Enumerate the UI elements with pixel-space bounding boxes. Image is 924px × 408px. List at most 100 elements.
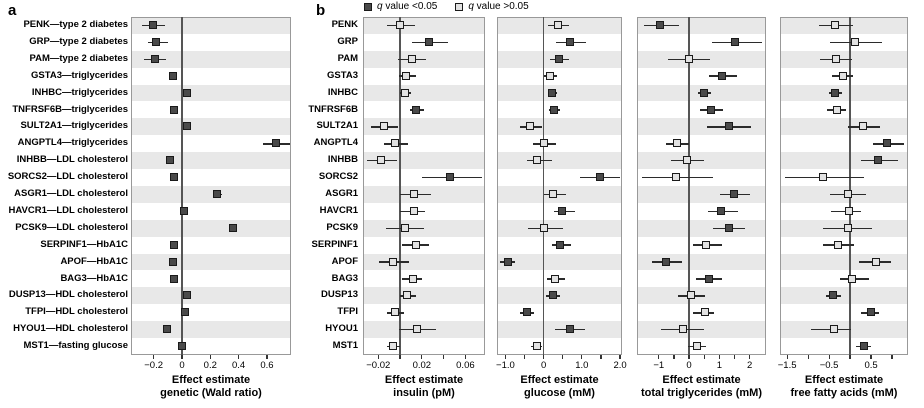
plot-frame: [637, 17, 766, 355]
x-tick-label: 0.02: [412, 360, 432, 371]
x-tick-label: 0.2: [203, 360, 217, 371]
forest-point: [183, 122, 192, 131]
x-tick-label: 1.0: [575, 360, 589, 371]
not-significant-swatch-icon: [455, 3, 464, 11]
row-stripe: [780, 84, 908, 102]
forest-point: [549, 105, 558, 114]
row-stripe: [363, 17, 485, 34]
forest-point: [828, 291, 837, 300]
forest-point: [377, 156, 386, 165]
forest-point: [545, 71, 554, 80]
x-tick: [703, 355, 705, 359]
forest-point: [819, 173, 828, 182]
forest-point: [831, 54, 840, 63]
forest-point: [169, 71, 178, 80]
x-tick: [543, 355, 545, 359]
x-tick-label: −1.5: [777, 360, 797, 371]
forest-point: [717, 71, 726, 80]
forest-point: [272, 139, 281, 148]
row-label: INHBB—LDL cholesterol: [16, 154, 128, 166]
x-tick: [581, 355, 583, 359]
legend-item-not-significant: q value >0.05: [455, 1, 529, 13]
x-tick: [828, 355, 830, 359]
x-tick-label: −0.02: [366, 360, 391, 371]
row-stripe: [363, 84, 485, 102]
row-label: INHBB: [327, 154, 358, 166]
x-tick: [209, 355, 211, 359]
forest-point: [163, 325, 172, 334]
legend-text-significant: value <0.05: [382, 1, 438, 12]
forest-point: [170, 240, 179, 249]
row-label: HAVCR1: [319, 204, 358, 216]
forest-point: [169, 257, 178, 266]
row-label: ANGPTL4: [313, 137, 358, 149]
forest-point: [540, 223, 548, 232]
x-axis-title: insulin (pM): [393, 387, 455, 399]
forest-point: [872, 257, 881, 266]
x-tick: [266, 355, 268, 359]
forest-point: [655, 21, 664, 30]
row-stripe: [131, 287, 291, 305]
x-tick: [891, 355, 893, 359]
forest-point: [425, 37, 434, 46]
row-stripe: [131, 84, 291, 102]
x-tick: [718, 355, 720, 359]
forest-point: [595, 173, 604, 182]
row-label: ANGPTL4—triglycerides: [17, 137, 128, 149]
row-stripe: [363, 152, 485, 170]
forest-point: [212, 190, 221, 199]
x-tick: [443, 355, 445, 359]
forest-point: [699, 88, 708, 97]
forest-point: [848, 274, 857, 283]
forest-point: [408, 274, 417, 283]
x-tick-label: −0.2: [144, 360, 164, 371]
legend-label-significant: q value <0.05: [377, 1, 437, 13]
forest-point: [391, 139, 400, 148]
plot-frame: [131, 17, 291, 355]
significant-swatch-icon: [364, 3, 372, 11]
forest-point: [389, 257, 398, 266]
panel-b-label: b: [316, 2, 326, 19]
row-stripe: [131, 50, 291, 68]
forest-point: [729, 190, 738, 199]
forest-point: [170, 105, 179, 114]
row-label: TFPI—HDL cholesterol: [25, 306, 128, 318]
row-label: ASGR1—LDL cholesterol: [14, 188, 128, 199]
legend-q-italic: q: [377, 1, 383, 12]
row-label: PAM: [337, 52, 358, 64]
forest-point: [731, 37, 740, 46]
row-label: APOF—HbA1C: [60, 255, 128, 267]
x-tick: [673, 355, 675, 359]
forest-point: [687, 291, 696, 300]
forest-point: [413, 325, 422, 334]
x-tick: [523, 355, 526, 359]
legend: q value <0.05 q value >0.05: [364, 1, 529, 13]
x-tick: [238, 355, 240, 359]
forest-point: [706, 105, 715, 114]
row-label: PCSK9: [326, 221, 358, 233]
row-label: TNFRSF6B—triglycerides: [12, 103, 128, 115]
x-axis-title: Effect estimate: [662, 374, 741, 386]
forest-point: [717, 206, 726, 215]
forest-point: [678, 325, 687, 334]
x-tick: [181, 355, 183, 359]
forest-point: [859, 342, 868, 351]
forest-point: [522, 308, 531, 317]
zero-line: [849, 17, 851, 355]
legend-q-italic: q: [468, 1, 474, 12]
forest-point: [228, 223, 237, 232]
row-label: GSTA3—triglycerides: [31, 69, 128, 81]
x-tick-label: 0.06: [456, 360, 475, 371]
forest-point: [401, 88, 410, 97]
row-label: BAG3—HbA1C: [60, 272, 128, 284]
x-tick: [619, 355, 621, 359]
row-stripe: [131, 186, 291, 203]
row-label: INHBC—triglycerides: [31, 86, 128, 98]
forest-point: [692, 342, 701, 351]
forest-point: [556, 240, 565, 249]
row-label: MST1—fasting glucose: [23, 340, 128, 352]
forest-point: [548, 88, 557, 97]
forest-point: [533, 156, 542, 165]
forest-point: [830, 21, 839, 30]
row-stripe: [131, 118, 291, 136]
